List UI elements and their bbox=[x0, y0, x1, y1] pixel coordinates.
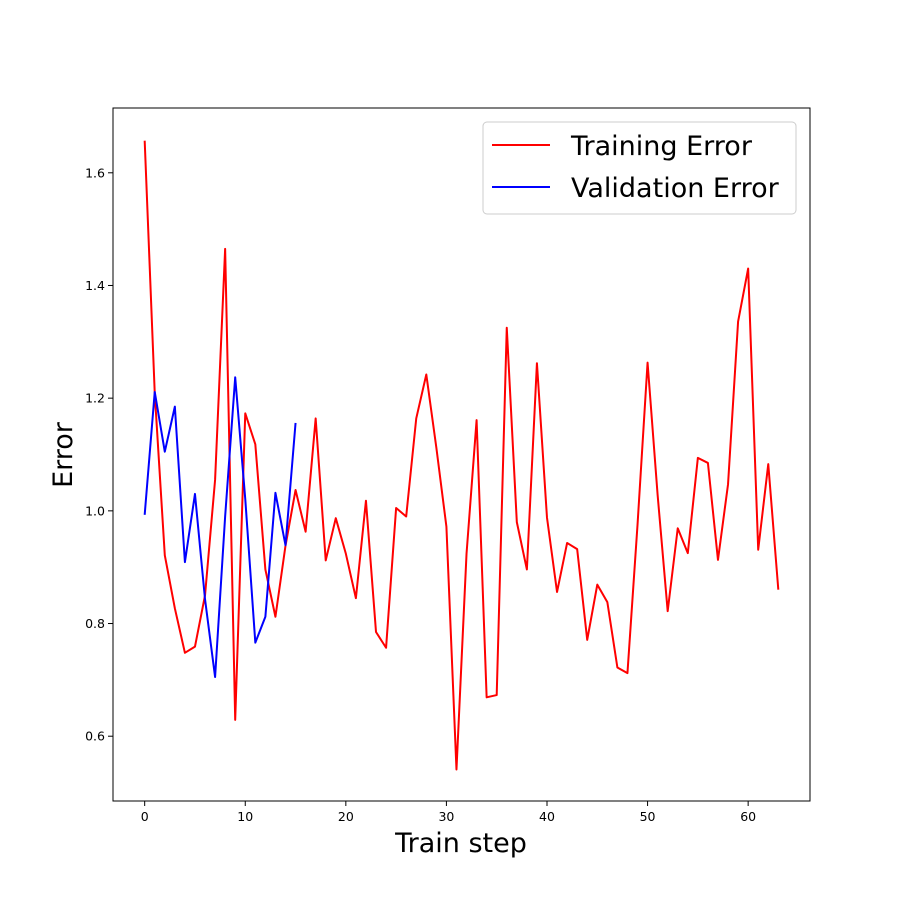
x-tick-label: 30 bbox=[438, 809, 454, 824]
series-line-training-error bbox=[143, 140, 780, 771]
plot-area-frame bbox=[112, 107, 811, 802]
x-tick-label: 10 bbox=[237, 809, 253, 824]
x-tick-label: 0 bbox=[141, 809, 149, 824]
x-axis-label: Train step bbox=[394, 828, 527, 859]
y-tick-label: 0.8 bbox=[85, 616, 105, 631]
legend-label-training-error: Training Error bbox=[570, 131, 753, 162]
legend-box bbox=[482, 121, 797, 215]
y-tick-label: 1.2 bbox=[85, 391, 105, 406]
legend-label-validation-error: Validation Error bbox=[571, 173, 780, 204]
x-tick-label: 40 bbox=[539, 809, 555, 824]
series-line-validation-error bbox=[143, 376, 297, 679]
y-axis-label: Error bbox=[48, 421, 79, 488]
x-tick-label: 20 bbox=[338, 809, 354, 824]
x-tick-label: 50 bbox=[640, 809, 656, 824]
ticks-layer: 0 10 20 30 40 50 60 0.6 0.8 1.0 1.2 1.4 1.6 bbox=[85, 165, 756, 824]
x-tick-label: 60 bbox=[740, 809, 756, 824]
y-tick-label: 0.6 bbox=[85, 729, 105, 744]
y-tick-label: 1.0 bbox=[85, 503, 105, 518]
lines-layer bbox=[143, 140, 780, 771]
y-tick-label: 1.6 bbox=[85, 165, 105, 180]
y-tick-label: 1.4 bbox=[85, 278, 105, 293]
legend: Training Error Validation Error bbox=[482, 121, 797, 215]
